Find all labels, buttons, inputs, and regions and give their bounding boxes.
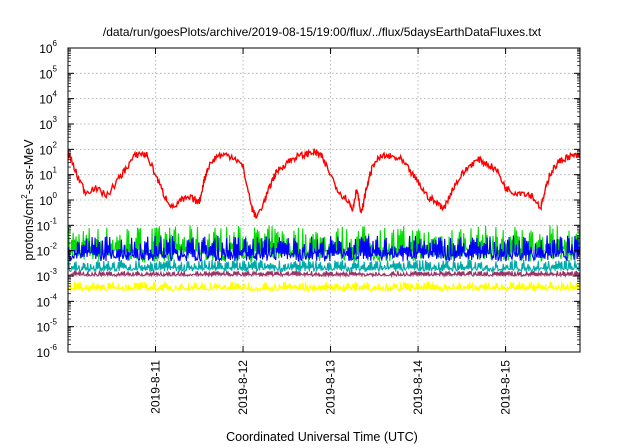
x-tick-label: 2019-8-14 [411, 360, 425, 415]
y-tick-label: 10-6 [37, 343, 58, 360]
y-tick-label: 104 [39, 90, 57, 107]
y-tick-label: 10-1 [37, 216, 58, 233]
ticks: 10-610-510-410-310-210-11001011021031041… [37, 39, 580, 415]
y-tick-base: 10 [39, 118, 53, 132]
y-tick-exponent: 5 [53, 64, 58, 73]
flux-band-series [68, 235, 580, 263]
y-tick-base: 10 [39, 169, 53, 183]
y-axis-title-part: -s-sr-MeV [22, 139, 36, 195]
y-tick-base: 10 [37, 295, 51, 309]
y-tick-label: 103 [39, 115, 57, 132]
y-tick-label: 101 [39, 166, 57, 183]
y-tick-base: 10 [37, 245, 51, 259]
y-tick-exponent: 4 [53, 90, 58, 99]
y-tick-base: 10 [39, 93, 53, 107]
y-tick-label: 105 [39, 64, 57, 81]
y-tick-base: 10 [39, 194, 53, 208]
y-tick-base: 10 [39, 42, 53, 56]
y-tick-base: 10 [39, 143, 53, 157]
grid [68, 48, 580, 352]
y-tick-base: 10 [37, 270, 51, 284]
y-tick-exponent: 3 [53, 115, 58, 124]
y-tick-label: 106 [39, 39, 57, 56]
y-tick-base: 10 [39, 67, 53, 81]
high-energy-flux-series [68, 148, 580, 220]
x-tick-label: 2019-8-12 [236, 360, 250, 415]
y-tick-exponent: -4 [50, 292, 58, 301]
y-tick-exponent: -5 [50, 318, 58, 327]
y-axis-title: protons/cm2-s-sr-MeV [20, 139, 36, 261]
y-tick-exponent: -3 [50, 267, 58, 276]
y-tick-label: 10-2 [37, 242, 58, 259]
y-tick-exponent: 0 [53, 191, 58, 200]
chart-title: /data/run/goesPlots/archive/2019-08-15/1… [103, 25, 542, 39]
flux-band-series [68, 281, 580, 294]
y-axis-title-part: protons/cm [22, 199, 36, 261]
y-tick-label: 10-3 [37, 267, 58, 284]
x-axis-title: Coordinated Universal Time (UTC) [226, 430, 418, 444]
flux-band-series [68, 269, 580, 279]
y-tick-label: 10-5 [37, 318, 58, 335]
y-tick-exponent: -6 [50, 343, 58, 352]
y-tick-base: 10 [37, 219, 51, 233]
y-axis-title-exponent: 2 [20, 194, 29, 199]
series-layer [68, 148, 580, 294]
y-tick-base: 10 [37, 321, 51, 335]
y-tick-label: 100 [39, 191, 57, 208]
y-tick-label: 10-4 [37, 292, 58, 309]
y-tick-exponent: -2 [50, 242, 58, 251]
y-tick-base: 10 [37, 346, 51, 360]
y-tick-exponent: 1 [53, 166, 58, 175]
y-tick-exponent: 2 [53, 140, 58, 149]
y-tick-exponent: -1 [50, 216, 58, 225]
y-axis-title-text: protons/cm2-s-sr-MeV [20, 139, 36, 261]
y-tick-exponent: 6 [53, 39, 58, 48]
x-tick-label: 2019-8-15 [499, 360, 513, 415]
x-tick-label: 2019-8-13 [324, 360, 338, 415]
x-tick-label: 2019-8-11 [149, 360, 163, 414]
y-tick-label: 102 [39, 140, 57, 157]
